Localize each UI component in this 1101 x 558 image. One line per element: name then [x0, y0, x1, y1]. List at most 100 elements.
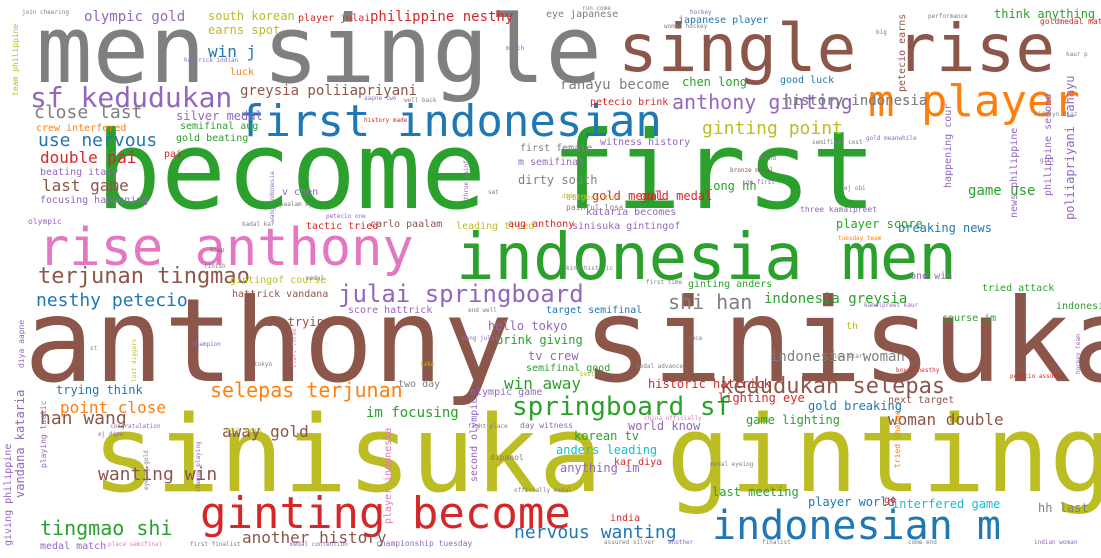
word-w74: think anything	[994, 7, 1096, 21]
word-w22: nesthy petecio	[36, 290, 188, 311]
word-w38: point close	[60, 398, 166, 417]
word-w174: champion	[192, 341, 221, 348]
word-w154: officially medal	[514, 487, 572, 494]
word-w30: olympic gold	[84, 9, 186, 25]
word-w189: ej obi	[844, 185, 866, 192]
word-w133: paalam ej	[280, 201, 313, 208]
word-w37: han wang	[40, 408, 127, 429]
word-w73: japanese player	[678, 15, 769, 26]
word-w192: big	[876, 29, 887, 36]
word-w140: semifinal good	[526, 363, 611, 374]
word-w148: medal eyeing	[710, 461, 754, 468]
word-w43: win away	[504, 374, 582, 393]
word-w199: medal	[306, 275, 325, 282]
word-w101: carlo paalam	[370, 219, 443, 230]
word-w121: hattrick indian	[184, 57, 239, 64]
word-w44: away gold	[222, 422, 309, 441]
word-w134: round	[758, 155, 777, 162]
word-w195: wang indonesia	[269, 171, 276, 222]
word-w88: game use	[968, 183, 1036, 199]
word-w11: indonesian m	[712, 503, 1001, 549]
word-w136: olympic	[28, 217, 62, 226]
word-w155: championship tuesday	[376, 539, 473, 548]
word-w122: aapne two	[364, 95, 397, 102]
word-w95: two day	[398, 379, 441, 390]
word-w25: use nervous	[38, 130, 158, 151]
word-w180: go	[884, 495, 897, 506]
word-w165: boxer nesthy	[896, 367, 940, 374]
word-w130: poliiapriyani rahayu	[1063, 75, 1077, 221]
word-w75: earns spot	[208, 23, 281, 37]
word-w78: petecio brink	[590, 97, 669, 108]
word-w108: ginting anders	[688, 279, 773, 290]
word-w66: focusing happening	[40, 195, 149, 206]
word-w123: well back	[404, 97, 437, 104]
word-w85: kataria becomes	[586, 207, 677, 218]
word-w65: beating italy	[40, 167, 119, 178]
word-w57: last meeting	[712, 485, 799, 499]
word-w45: im focusing	[366, 405, 459, 421]
word-w105: kadal kar	[242, 221, 275, 228]
word-w118: player julai	[298, 13, 371, 24]
word-w02: single rise	[618, 10, 1056, 87]
word-w87: breaking news	[898, 221, 992, 235]
word-w196: st	[90, 345, 98, 352]
word-w27: last game	[42, 176, 129, 195]
word-w54: anders leading	[556, 443, 658, 457]
word-w72: eye japanese	[546, 9, 619, 20]
word-w79: witness history	[600, 137, 691, 148]
word-w50: lighting eye	[718, 391, 805, 405]
word-w171: mang julai	[462, 335, 499, 342]
word-w185: throe painful	[463, 153, 470, 200]
word-w181: take	[420, 361, 435, 368]
word-w76: history made	[364, 117, 408, 124]
word-w62: semifinal aug	[180, 121, 259, 132]
word-w34: chen long	[682, 75, 748, 89]
word-w125: kaur p	[1066, 51, 1088, 58]
word-w24: close last	[34, 102, 143, 123]
word-w83: long hh	[706, 179, 757, 193]
word-w144: back sabus	[226, 427, 263, 434]
word-w42: another history	[242, 528, 387, 547]
word-w131: news philippine	[1009, 127, 1020, 218]
word-w172: start three	[291, 328, 298, 368]
word-w132: v chen	[282, 187, 319, 198]
word-w40: nervous wanting	[514, 522, 677, 543]
word-w160: indian woman	[1034, 539, 1078, 546]
word-w28: history indonesia	[784, 93, 928, 109]
word-w08: first indonesian	[238, 96, 662, 147]
word-w91: tried attack	[982, 283, 1055, 294]
word-w178: th	[846, 321, 859, 332]
word-w169: slow start	[830, 353, 867, 360]
word-w36: indonesia greysia	[764, 291, 908, 307]
word-w135: girl	[1040, 157, 1055, 164]
word-w149: tried change	[893, 410, 902, 468]
word-w99: leading tried	[456, 221, 535, 232]
word-w150: change playing	[195, 441, 202, 492]
word-w58: player world	[808, 495, 895, 509]
word-w15: anthony ginting	[672, 90, 853, 114]
word-w20: shi han	[668, 290, 753, 314]
word-w46: hello tokyo	[488, 319, 568, 333]
word-w116: luck	[230, 67, 255, 78]
word-w23: ginting point	[702, 118, 843, 139]
word-w81: gold meanwhile	[866, 135, 917, 142]
word-w179: dipanol	[490, 453, 524, 462]
word-w110: indonesia v	[1056, 301, 1101, 312]
word-w47: brink giving	[496, 333, 583, 347]
word-w139: end well	[468, 307, 497, 314]
word-w12: sf kedudukan	[30, 81, 233, 114]
word-w142: fight place	[468, 423, 508, 430]
word-w127: goldmedal match	[1040, 17, 1101, 26]
word-w198: petecio one	[326, 213, 366, 220]
word-w143: congratulation	[110, 423, 161, 430]
word-w19: greysia poliiapriyani	[240, 83, 418, 99]
word-w159: come end	[908, 539, 937, 546]
word-w128: happening cour	[943, 103, 954, 188]
word-w191: match	[506, 45, 525, 52]
word-w51: gold breaking	[808, 399, 902, 413]
word-w21: tingmao shi	[40, 516, 173, 540]
word-w39: woman double	[888, 410, 1004, 429]
word-w188: three kamalpreet	[800, 205, 878, 214]
